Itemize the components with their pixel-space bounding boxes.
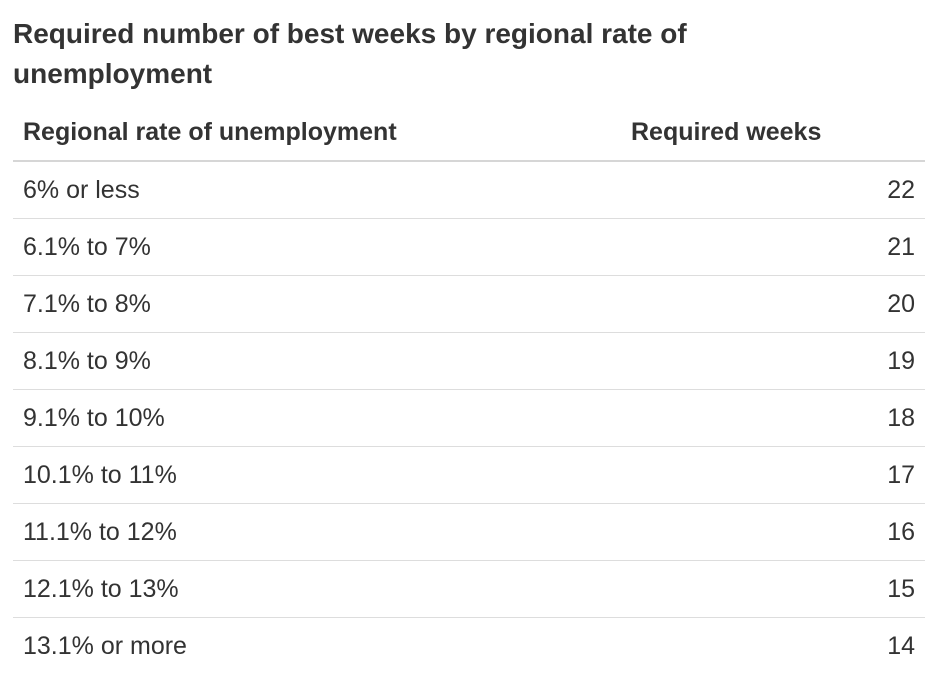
table-row: 12.1% to 13% 15	[13, 560, 925, 618]
table-row: 6.1% to 7% 21	[13, 218, 925, 276]
weeks-cell: 22	[621, 161, 925, 219]
weeks-cell: 17	[621, 446, 925, 504]
weeks-cell: 20	[621, 275, 925, 333]
rate-cell: 11.1% to 12%	[13, 503, 621, 561]
rate-cell: 10.1% to 11%	[13, 446, 621, 504]
weeks-cell: 21	[621, 218, 925, 276]
table-caption: Required number of best weeks by regiona…	[13, 18, 687, 89]
table-row: 11.1% to 12% 16	[13, 503, 925, 561]
rate-cell: 12.1% to 13%	[13, 560, 621, 618]
rate-cell: 7.1% to 8%	[13, 275, 621, 333]
best-weeks-table: Regional rate of unemployment Required w…	[13, 104, 925, 674]
weeks-cell: 14	[887, 631, 915, 660]
weeks-cell: 18	[621, 389, 925, 447]
header-required-weeks: Required weeks	[621, 104, 925, 162]
table-row: 13.1% or more 14	[13, 618, 925, 675]
rate-cell: 13.1% or more	[23, 631, 187, 660]
rate-cell: 8.1% to 9%	[13, 332, 621, 390]
weeks-cell: 16	[621, 503, 925, 561]
table-row: 8.1% to 9% 19	[13, 332, 925, 390]
table-row: 7.1% to 8% 20	[13, 275, 925, 333]
weeks-cell: 19	[621, 332, 925, 390]
table-header: Regional rate of unemployment Required w…	[13, 104, 925, 162]
rate-cell: 6.1% to 7%	[13, 218, 621, 276]
table-row: 10.1% to 11% 17	[13, 446, 925, 504]
rate-cell: 9.1% to 10%	[13, 389, 621, 447]
header-regional-rate: Regional rate of unemployment	[13, 104, 621, 162]
table-row: 6% or less 22	[13, 161, 925, 219]
header-row: Regional rate of unemployment Required w…	[13, 104, 925, 162]
table-body: 6% or less 22 6.1% to 7% 21 7.1% to 8% 2…	[13, 161, 925, 674]
weeks-cell: 15	[621, 560, 925, 618]
table-row: 9.1% to 10% 18	[13, 389, 925, 447]
rate-cell: 6% or less	[13, 161, 621, 219]
